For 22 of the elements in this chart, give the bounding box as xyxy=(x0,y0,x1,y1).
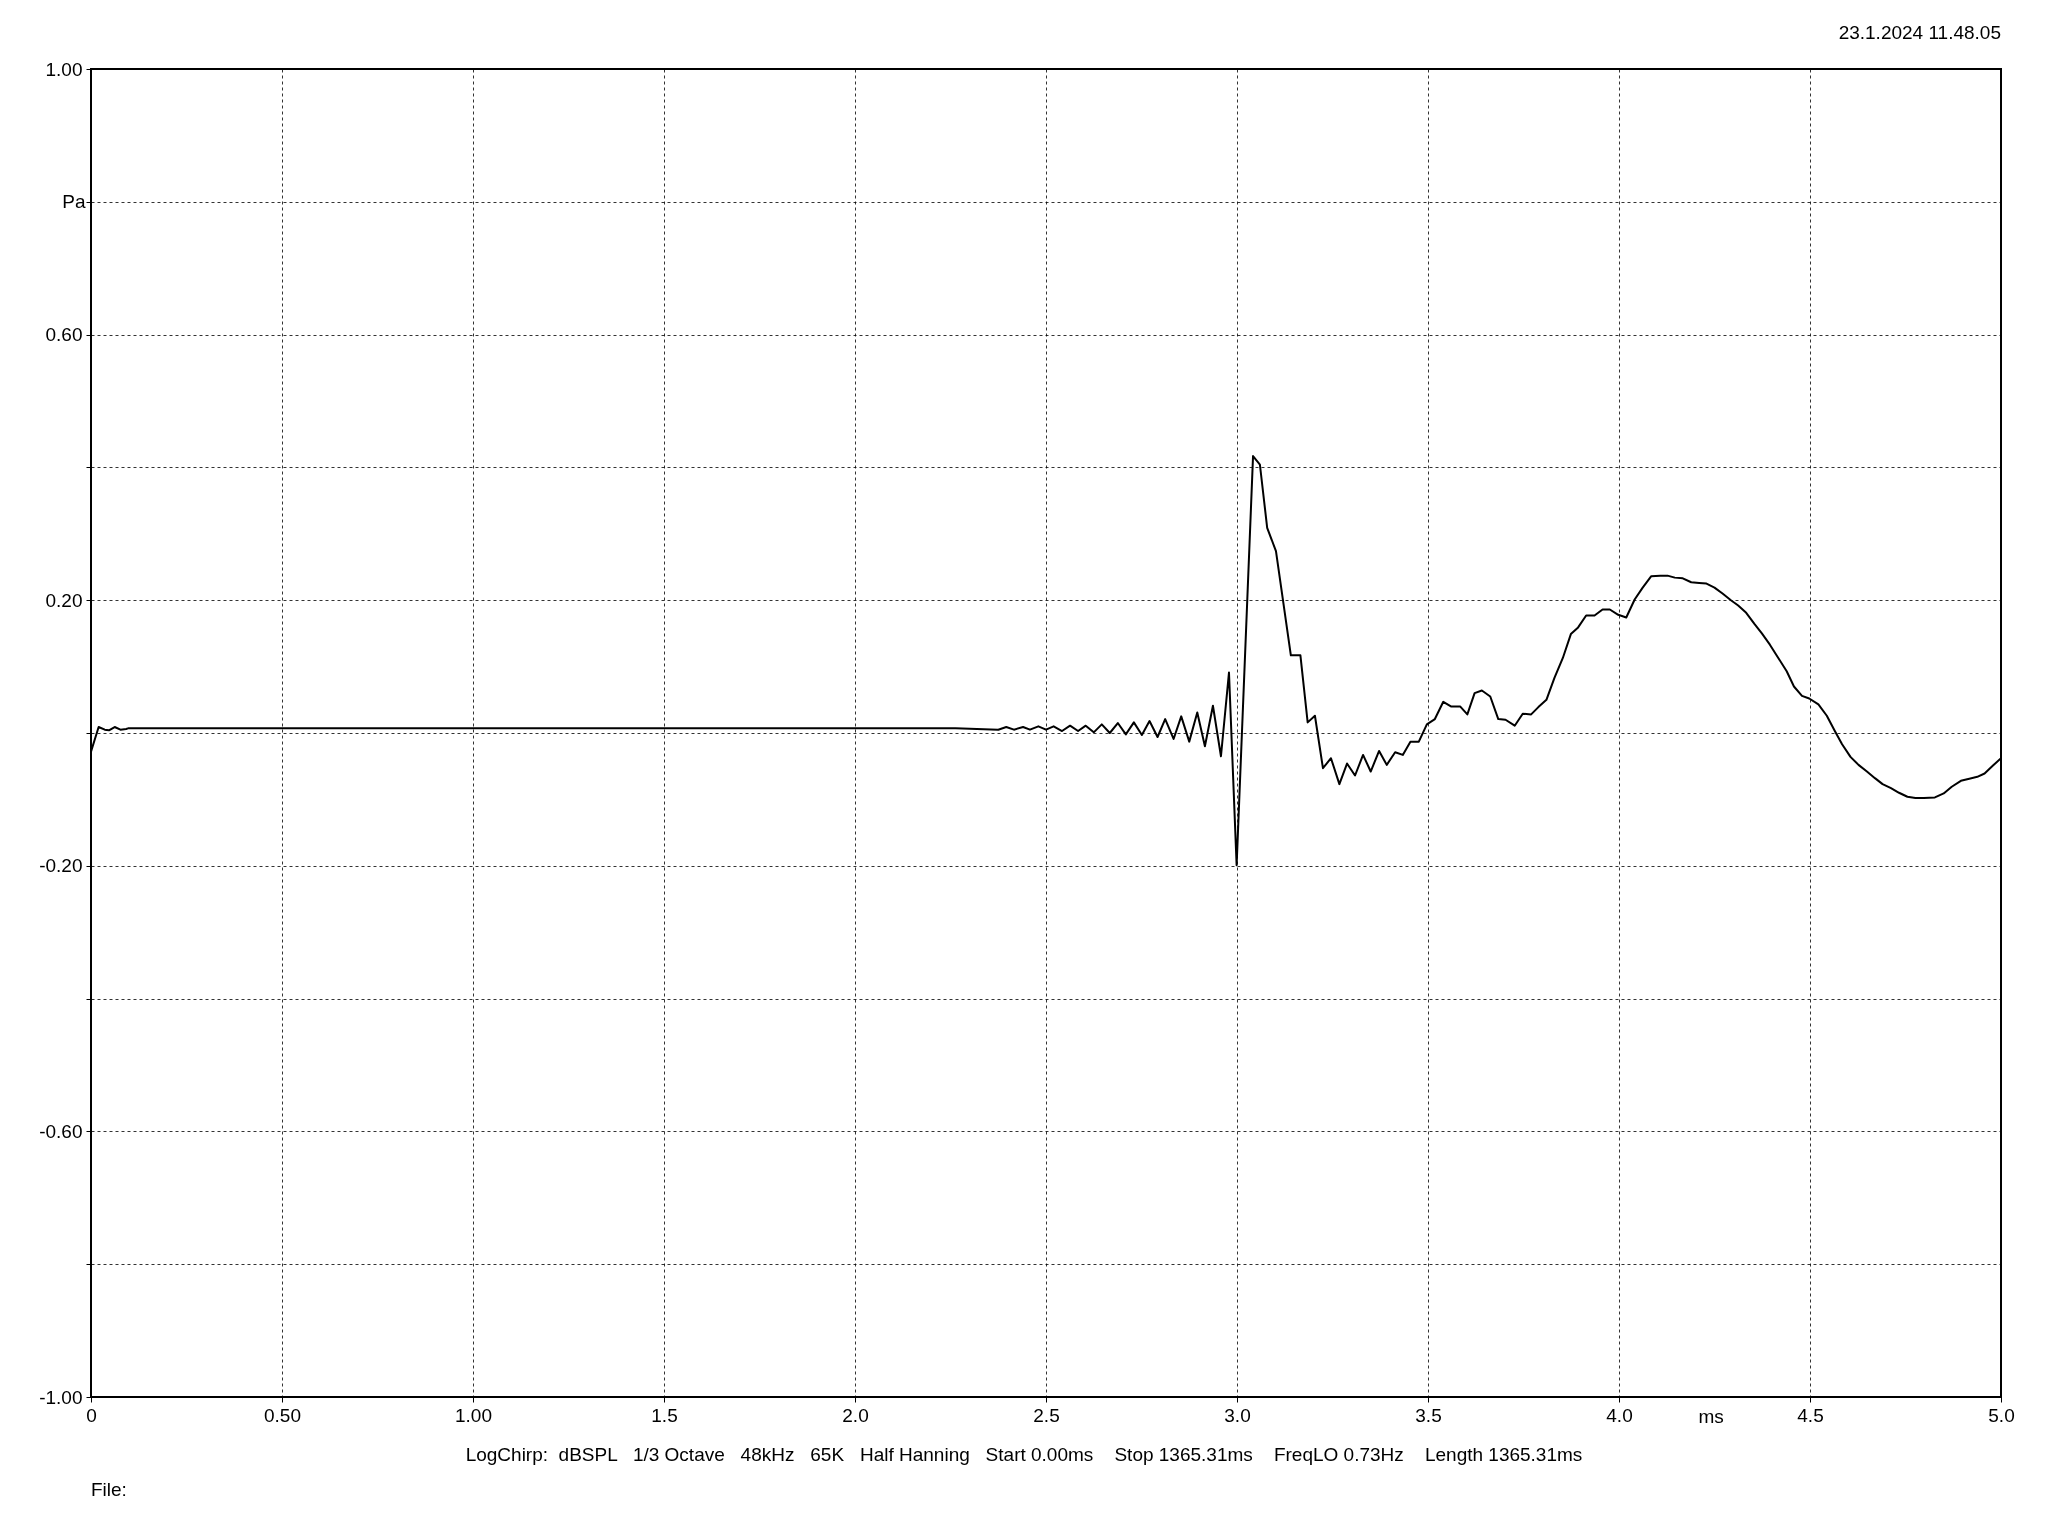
text: 23.1.2024 11.48.05 xyxy=(1838,22,2001,44)
text: File: xyxy=(91,1479,127,1501)
x-tick-label: 5.0 xyxy=(1988,1404,2015,1426)
x-tick-label: 1.00 xyxy=(455,1404,492,1426)
x-tick-label: 3.0 xyxy=(1224,1404,1251,1426)
y-axis-title: Pa xyxy=(62,191,86,213)
y-tick-label: -1.00 xyxy=(39,1386,83,1408)
x-tick-label: 0 xyxy=(86,1404,97,1426)
x-tick-label: 2.0 xyxy=(842,1404,869,1426)
y-tick-label: 1.00 xyxy=(45,58,83,80)
x-tick-label: 3.5 xyxy=(1415,1404,1442,1426)
x-tick-label: 1.5 xyxy=(651,1404,678,1426)
y-tick-label: 0.60 xyxy=(45,324,83,346)
x-tick-label: 4.0 xyxy=(1606,1404,1633,1426)
x-tick-label: 4.5 xyxy=(1797,1404,1824,1426)
y-tick-label: -0.20 xyxy=(39,855,83,877)
x-tick-label: 0.50 xyxy=(264,1404,301,1426)
y-tick-label: -0.60 xyxy=(39,1120,83,1142)
x-axis-title: ms xyxy=(1698,1405,1724,1427)
text: LogChirp: dBSPL 1/3 Octave 48kHz 65K Half Hanning Start 0.00ms Stop 1365.31ms FreqLO 0.73Hz Length 1365.31ms xyxy=(464,1444,1584,1466)
y-tick-label: 0.20 xyxy=(45,589,83,611)
x-tick-label: 2.5 xyxy=(1033,1404,1060,1426)
